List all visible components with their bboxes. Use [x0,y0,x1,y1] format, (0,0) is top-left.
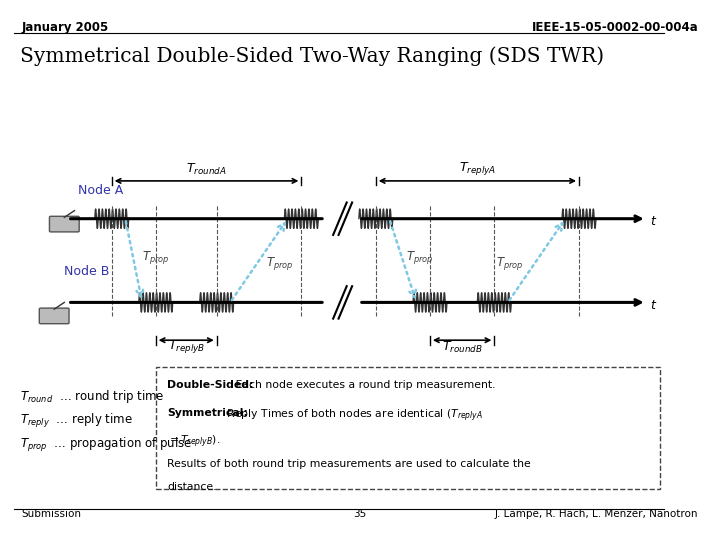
Text: $t$: $t$ [650,299,657,312]
Text: $T_{prop}$: $T_{prop}$ [406,249,434,266]
Text: $T_{roundA}$: $T_{roundA}$ [186,161,227,177]
Text: Symmetrical Double-Sided Two-Way Ranging (SDS TWR): Symmetrical Double-Sided Two-Way Ranging… [20,46,604,65]
Text: J. Lampe, R. Hach, L. Menzer, Nanotron: J. Lampe, R. Hach, L. Menzer, Nanotron [495,509,698,519]
Text: $T_{prop}$: $T_{prop}$ [496,255,523,272]
Text: Each node executes a round trip measurement.: Each node executes a round trip measurem… [233,380,496,390]
Text: $T_{round}$  … round trip time: $T_{round}$ … round trip time [20,388,165,406]
Text: $T_{prop}$: $T_{prop}$ [142,249,169,266]
Text: $T_{prop}$  … propagation of pulse: $T_{prop}$ … propagation of pulse [20,436,193,455]
Text: $T_{replyA}$: $T_{replyA}$ [459,160,496,177]
Text: $T_{reply}$  … reply time: $T_{reply}$ … reply time [20,412,133,430]
Text: Node A: Node A [78,184,123,197]
FancyBboxPatch shape [40,308,69,324]
Text: Results of both round trip measurements are used to calculate the: Results of both round trip measurements … [167,459,531,469]
Text: $t$: $t$ [650,215,657,228]
Text: Double-Sided:: Double-Sided: [167,380,253,390]
Text: $T_{prop}$: $T_{prop}$ [266,255,294,272]
Text: IEEE-15-05-0002-00-004a: IEEE-15-05-0002-00-004a [531,21,698,33]
Text: $=T_{replyB}$).: $=T_{replyB}$). [167,434,220,450]
Text: Submission: Submission [22,509,81,519]
Text: Symmetrical:: Symmetrical: [167,408,248,418]
Text: $T_{replyB}$: $T_{replyB}$ [168,339,204,355]
Text: distance.: distance. [167,482,217,492]
FancyBboxPatch shape [156,367,660,489]
Text: $T_{roundB}$: $T_{roundB}$ [442,340,482,355]
Text: Reply Times of both nodes are identical ($T_{replyA}$: Reply Times of both nodes are identical … [222,408,483,424]
Text: Node B: Node B [64,265,109,278]
Text: January 2005: January 2005 [22,21,109,33]
FancyBboxPatch shape [50,216,79,232]
Text: 35: 35 [354,509,366,519]
